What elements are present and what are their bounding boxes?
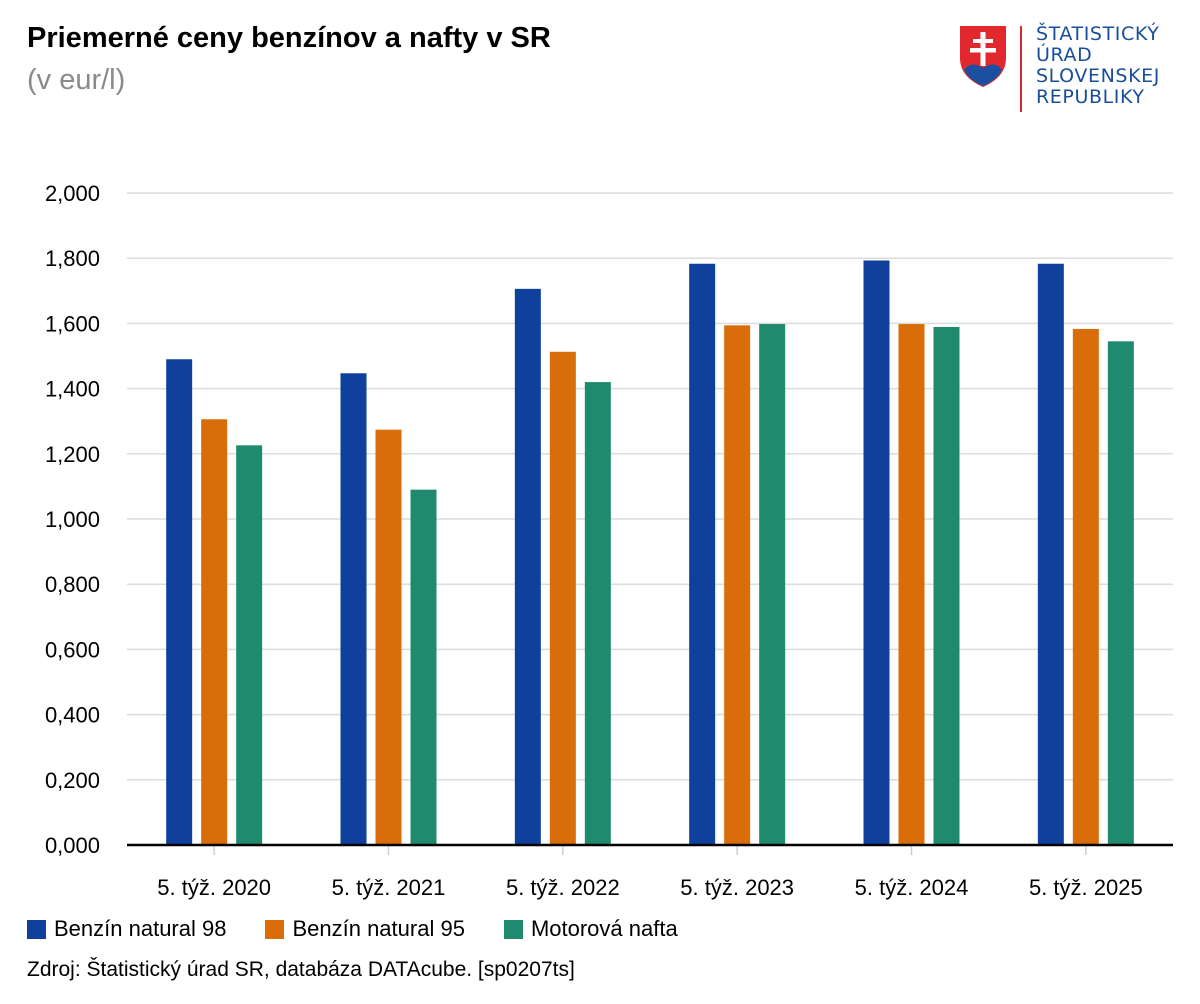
- logo-divider: [1020, 26, 1022, 112]
- x-tick-label: 5. týž. 2022: [506, 875, 620, 900]
- legend-item: Benzín natural 98: [27, 916, 226, 942]
- bar: [514, 288, 541, 845]
- y-tick-label: 1,600: [45, 311, 100, 336]
- y-tick-label: 1,200: [45, 442, 100, 467]
- bar: [375, 429, 402, 845]
- bar: [689, 263, 716, 845]
- logo-line: SLOVENSKEJ: [1036, 65, 1160, 87]
- y-tick-label: 0,600: [45, 637, 100, 662]
- x-tick-label: 5. týž. 2025: [1029, 875, 1143, 900]
- bar: [863, 260, 890, 845]
- bar: [1072, 328, 1099, 845]
- y-tick-label: 0,200: [45, 768, 100, 793]
- bar: [724, 325, 751, 846]
- x-tick-label: 5. týž. 2021: [332, 875, 446, 900]
- bar: [236, 445, 263, 845]
- y-tick-label: 0,000: [45, 833, 100, 858]
- legend-swatch: [265, 919, 285, 939]
- bar: [410, 489, 437, 845]
- x-tick-label: 5. týž. 2020: [157, 875, 271, 900]
- x-tick-label: 5. týž. 2024: [855, 875, 969, 900]
- bar: [1107, 341, 1134, 845]
- coat-of-arms-icon: [960, 26, 1006, 87]
- x-tick-label: 5. týž. 2023: [680, 875, 794, 900]
- legend-item: Motorová nafta: [503, 916, 678, 942]
- y-tick-label: 0,800: [45, 572, 100, 597]
- legend-label: Benzín natural 95: [292, 916, 465, 941]
- logo-line: REPUBLIKY: [1036, 86, 1145, 108]
- bar: [340, 373, 367, 845]
- bar: [584, 382, 611, 845]
- chart-subtitle: (v eur/l): [27, 64, 126, 96]
- chart-title: Priemerné ceny benzínov a nafty v SR: [27, 22, 551, 54]
- legend-label: Benzín natural 98: [54, 916, 227, 941]
- bar: [201, 419, 228, 845]
- legend-swatch: [27, 919, 46, 939]
- y-tick-label: 1,400: [45, 377, 100, 402]
- legend: Benzín natural 98 Benzín natural 95 Moto…: [27, 916, 717, 942]
- source-note: Zdroj: Štatistický úrad SR, databáza DAT…: [27, 958, 575, 981]
- logo-line: ÚRAD: [1036, 44, 1093, 66]
- y-tick-label: 1,800: [45, 246, 100, 271]
- bar: [166, 359, 193, 845]
- logo-line: ŠTATISTICKÝ: [1036, 23, 1160, 45]
- bar: [549, 351, 576, 845]
- y-tick-label: 0,400: [45, 703, 100, 728]
- legend-swatch: [503, 919, 523, 939]
- bar: [1037, 263, 1064, 845]
- legend-item: Benzín natural 95: [265, 916, 465, 942]
- logo-wordmark: ŠTATISTICKÝ ÚRAD SLOVENSKEJ REPUBLIKY: [1036, 24, 1160, 108]
- bar-chart: 0,000 0,200 0,400 0,600 0,800 1,000 1,200 1,400…: [45, 181, 1173, 900]
- bar: [759, 324, 786, 845]
- y-tick-label: 1,000: [45, 507, 100, 532]
- legend-label: Motorová nafta: [530, 916, 678, 941]
- y-tick-label: 2,000: [45, 181, 100, 206]
- bar: [898, 324, 925, 845]
- bar: [933, 326, 960, 846]
